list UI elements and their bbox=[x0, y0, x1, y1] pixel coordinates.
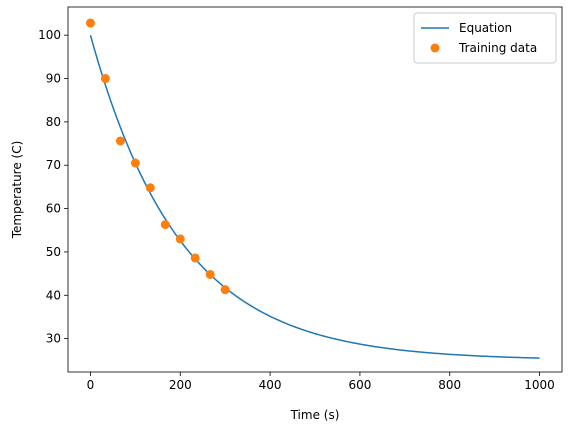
x-tick-label: 800 bbox=[438, 378, 461, 392]
y-axis-ticks: 30 40 50 60 70 80 90 100 bbox=[38, 28, 68, 346]
series-layer bbox=[85, 18, 540, 359]
y-tick-label: 100 bbox=[38, 28, 61, 42]
legend-swatch-training-data bbox=[430, 43, 440, 53]
y-axis-label: Temperature (C) bbox=[10, 141, 24, 240]
data-point-training bbox=[160, 220, 170, 230]
y-tick-label: 40 bbox=[46, 288, 61, 302]
data-point-training bbox=[175, 234, 185, 244]
series-line-equation bbox=[89, 34, 540, 359]
data-point-training bbox=[190, 253, 200, 263]
legend-label-equation: Equation bbox=[459, 21, 512, 35]
y-tick-label: 90 bbox=[46, 72, 61, 86]
x-axis-ticks: 0 200 400 600 800 1000 bbox=[87, 372, 555, 392]
data-point-training bbox=[145, 183, 155, 193]
data-point-training bbox=[100, 74, 110, 84]
x-tick-label: 1000 bbox=[524, 378, 555, 392]
y-tick-label: 70 bbox=[46, 158, 61, 172]
data-point-training bbox=[85, 18, 95, 28]
data-point-training bbox=[205, 269, 215, 279]
y-tick-label: 30 bbox=[46, 332, 61, 346]
legend-label-training-data: Training data bbox=[458, 41, 537, 55]
legend: Equation Training data bbox=[413, 12, 557, 64]
y-tick-label: 50 bbox=[46, 245, 61, 259]
x-axis-label: Time (s) bbox=[290, 408, 340, 422]
y-tick-label: 60 bbox=[46, 202, 61, 216]
data-point-training bbox=[115, 136, 125, 146]
x-tick-label: 0 bbox=[87, 378, 95, 392]
data-point-training bbox=[130, 158, 140, 168]
y-tick-label: 80 bbox=[46, 115, 61, 129]
legend-box bbox=[413, 12, 557, 64]
x-tick-label: 400 bbox=[259, 378, 282, 392]
x-tick-label: 200 bbox=[169, 378, 192, 392]
data-point-training bbox=[220, 285, 230, 295]
x-tick-label: 600 bbox=[348, 378, 371, 392]
plot-frame bbox=[67, 6, 563, 373]
